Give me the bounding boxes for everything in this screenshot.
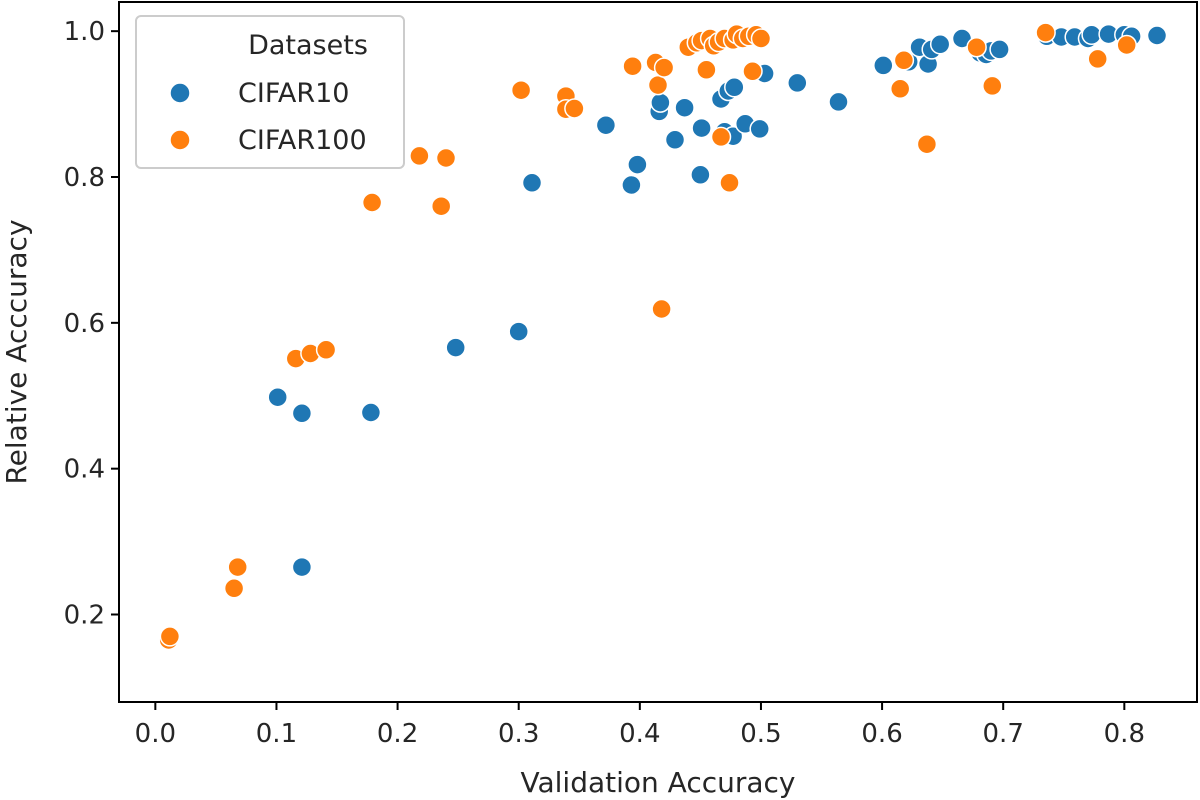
- legend-title: Datasets: [248, 30, 368, 61]
- axes-frame: [118, 1, 1198, 703]
- point-cifar100-40: [966, 36, 987, 58]
- plot-area: [118, 1, 1198, 703]
- point-cifar100-41: [982, 75, 1003, 97]
- y-tick-label: 0.4: [64, 455, 105, 485]
- point-cifar10-8: [621, 174, 642, 196]
- point-cifar100-29: [719, 172, 740, 194]
- point-cifar10-26: [873, 55, 894, 76]
- y-axis-ticks: 0.2 0.4 0.6 0.8 1.0: [64, 17, 119, 631]
- legend-frame: [135, 15, 405, 169]
- y-tick-label: 1.0: [64, 17, 105, 47]
- x-tick-label: 0.4: [619, 719, 660, 749]
- point-cifar10-13: [674, 97, 695, 118]
- point-cifar100-37: [889, 78, 911, 100]
- point-cifar100-23: [696, 59, 717, 81]
- y-axis-label: Relative Acccuracy: [0, 219, 33, 484]
- point-cifar10-0: [291, 556, 313, 578]
- legend-label-cifar10: CIFAR10: [238, 78, 349, 109]
- point-cifar10-36: [989, 39, 1010, 60]
- x-axis-ticks: 0.0 0.1 0.2 0.3 0.4 0.5 0.6 0.7 0.8: [135, 702, 1145, 749]
- point-cifar100-3: [227, 556, 248, 578]
- point-cifar100-27: [710, 126, 732, 148]
- point-cifar10-15: [691, 117, 712, 139]
- point-cifar100-8: [409, 145, 430, 167]
- point-cifar10-7: [595, 114, 617, 136]
- point-cifar100-17: [647, 74, 669, 96]
- point-cifar100-1: [159, 626, 181, 647]
- point-cifar10-2: [291, 403, 313, 424]
- point-cifar100-7: [361, 192, 383, 213]
- point-cifar100-34: [742, 61, 763, 82]
- x-tick-label: 0.6: [861, 719, 902, 749]
- point-cifar100-9: [430, 195, 452, 217]
- y-tick-label: 0.8: [64, 163, 105, 193]
- x-tick-label: 0.8: [1104, 719, 1145, 749]
- x-tick-label: 0.0: [135, 719, 176, 749]
- point-cifar100-38: [893, 50, 915, 71]
- point-cifar10-20: [724, 77, 745, 98]
- legend-label-cifar100: CIFAR100: [238, 125, 367, 156]
- x-axis-label: Validation Accuracy: [521, 766, 796, 799]
- x-tick-label: 0.7: [983, 719, 1024, 749]
- legend-marker-cifar10: [169, 82, 191, 104]
- point-cifar10-41: [1081, 24, 1102, 46]
- point-cifar100-42: [1035, 22, 1056, 43]
- point-cifar100-6: [315, 339, 337, 361]
- legend-marker-cifar100: [169, 129, 191, 151]
- point-cifar10-9: [627, 154, 648, 175]
- point-cifar100-36: [750, 28, 772, 49]
- x-tick-label: 0.3: [498, 719, 539, 749]
- point-cifar100-2: [223, 578, 245, 599]
- point-cifar100-44: [1116, 34, 1137, 56]
- x-tick-label: 0.2: [377, 719, 418, 749]
- point-cifar100-43: [1087, 48, 1108, 70]
- y-tick-label: 0.6: [64, 309, 105, 339]
- legend: Datasets CIFAR10 CIFAR100: [135, 15, 405, 169]
- point-cifar10-6: [521, 172, 543, 194]
- point-cifar10-25: [828, 91, 849, 113]
- point-cifar100-11: [510, 79, 532, 101]
- x-tick-label: 0.1: [256, 719, 297, 749]
- point-cifar10-22: [749, 118, 770, 140]
- point-cifar100-39: [916, 133, 938, 155]
- point-cifar100-19: [653, 57, 675, 78]
- point-cifar100-18: [651, 298, 672, 320]
- point-cifar10-3: [360, 402, 382, 423]
- point-cifar100-15: [622, 55, 643, 77]
- point-cifar10-11: [650, 92, 671, 113]
- point-cifar10-45: [1146, 25, 1168, 46]
- point-cifar10-12: [664, 129, 686, 151]
- point-cifar10-4: [445, 337, 466, 358]
- point-cifar10-24: [787, 72, 808, 94]
- y-tick-label: 0.2: [64, 601, 105, 631]
- x-tick-label: 0.5: [740, 719, 781, 749]
- point-cifar10-5: [508, 321, 529, 342]
- point-cifar10-1: [267, 386, 288, 408]
- data-points: [158, 22, 1168, 651]
- point-cifar100-10: [435, 147, 457, 169]
- point-cifar10-31: [929, 34, 951, 55]
- point-cifar10-14: [690, 164, 711, 186]
- point-cifar100-14: [564, 98, 585, 119]
